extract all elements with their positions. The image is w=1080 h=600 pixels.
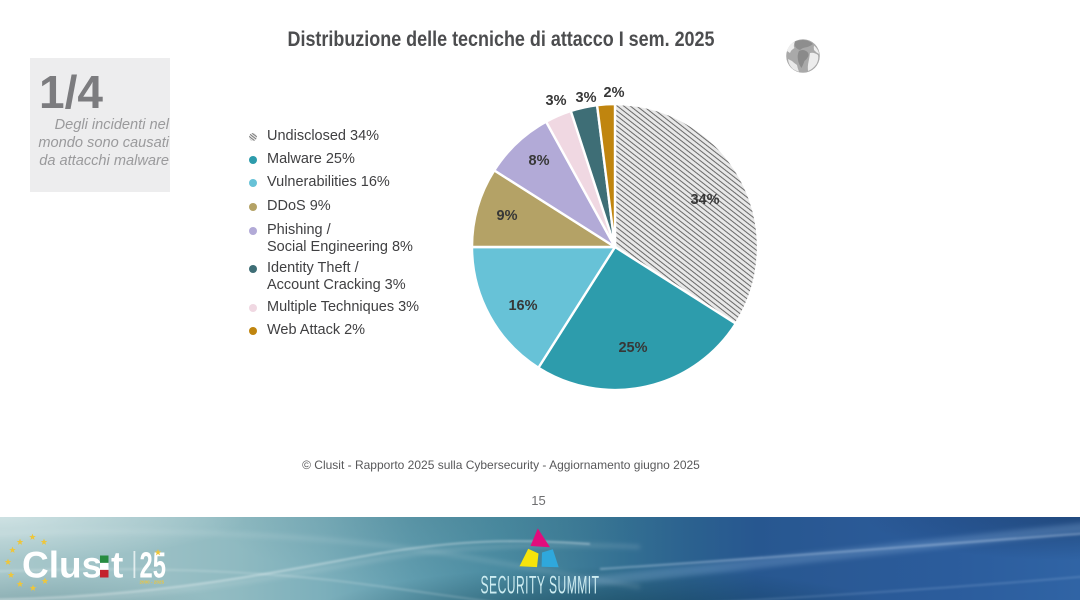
svg-text:34%: 34% [690,192,719,208]
svg-text:3%: 3% [576,90,597,106]
svg-text:3%: 3% [546,93,567,109]
svg-text:25%: 25% [618,340,647,356]
svg-text:2000 - 2025: 2000 - 2025 [140,580,165,585]
svg-text:2%: 2% [604,85,625,101]
svg-text:Clus: Clus [22,545,102,586]
svg-text:8%: 8% [529,153,550,169]
svg-text:t: t [111,545,123,586]
svg-text:16%: 16% [508,298,537,314]
svg-text:9%: 9% [497,208,518,224]
svg-text:25: 25 [140,546,166,586]
